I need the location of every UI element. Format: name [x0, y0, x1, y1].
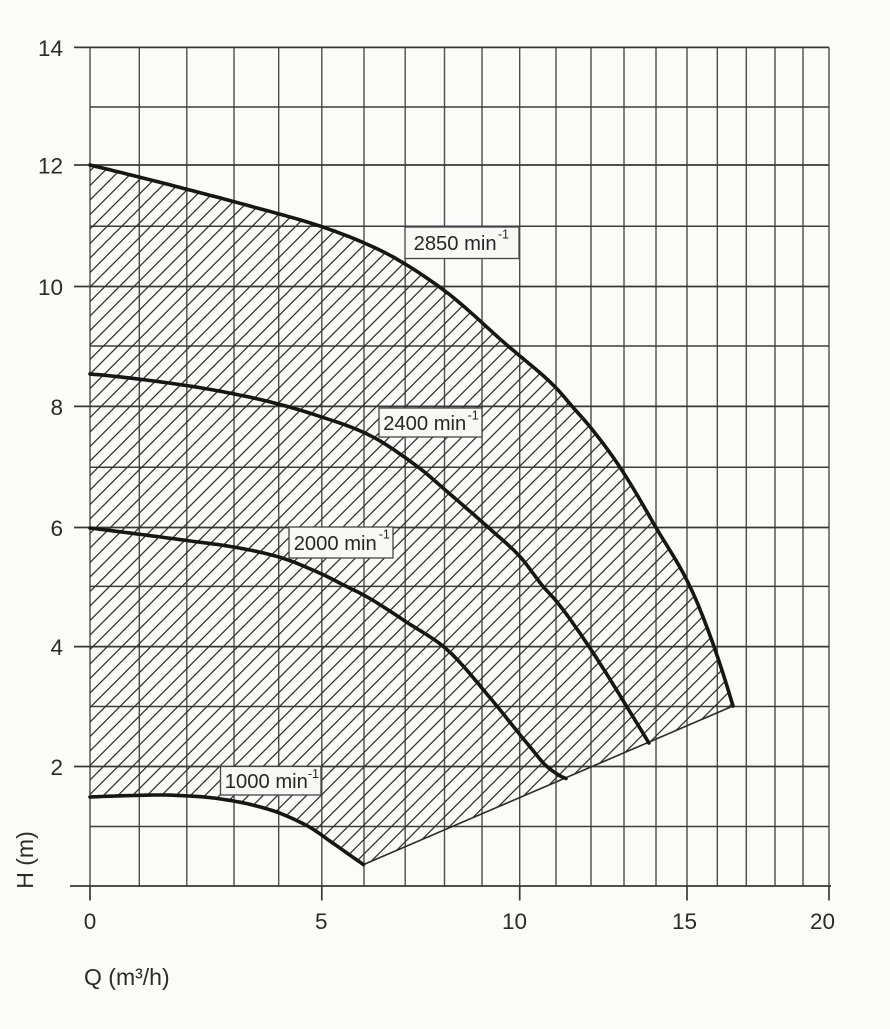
svg-text:14: 14 [38, 36, 63, 61]
svg-text:1000 min: 1000 min [225, 771, 308, 793]
svg-text:2400 min: 2400 min [383, 413, 466, 435]
svg-text:5: 5 [315, 909, 328, 934]
svg-text:-1: -1 [468, 409, 479, 423]
svg-text:2850 min: 2850 min [414, 233, 497, 255]
svg-text:2: 2 [50, 755, 63, 780]
svg-text:0: 0 [84, 909, 97, 934]
svg-text:-1: -1 [308, 767, 319, 781]
svg-text:6: 6 [50, 516, 63, 541]
svg-text:Q (m³/h): Q (m³/h) [84, 964, 170, 990]
svg-text:12: 12 [38, 154, 63, 179]
svg-text:10: 10 [502, 909, 527, 934]
svg-text:8: 8 [50, 395, 63, 420]
svg-text:-1: -1 [379, 528, 390, 542]
svg-text:10: 10 [38, 275, 63, 300]
svg-text:2000 min: 2000 min [294, 533, 377, 555]
svg-text:20: 20 [810, 909, 835, 934]
svg-text:4: 4 [50, 635, 63, 660]
svg-text:H (m): H (m) [12, 831, 38, 888]
svg-text:15: 15 [672, 909, 697, 934]
svg-text:-1: -1 [498, 228, 509, 242]
